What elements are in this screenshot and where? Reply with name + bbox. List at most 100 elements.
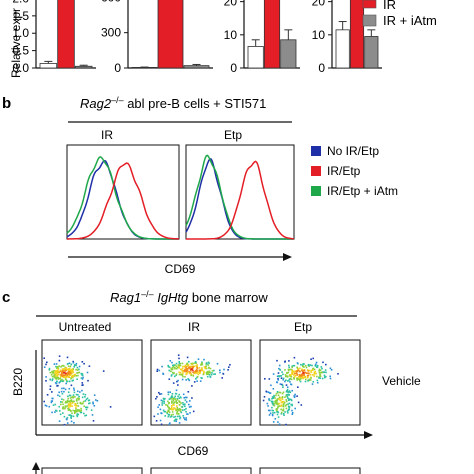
flow-event bbox=[73, 374, 76, 376]
flow-event bbox=[168, 398, 171, 400]
flow-event bbox=[277, 405, 280, 408]
flow-event bbox=[170, 370, 172, 373]
flow-event bbox=[196, 370, 198, 372]
flow-event bbox=[188, 403, 190, 406]
bar bbox=[349, 0, 365, 69]
flow-event bbox=[294, 370, 297, 372]
flow-event bbox=[278, 398, 280, 400]
flow-event bbox=[280, 375, 283, 377]
flow-event bbox=[276, 391, 279, 393]
flow-event bbox=[172, 399, 175, 402]
flow-event bbox=[277, 394, 280, 396]
flow-event bbox=[310, 358, 312, 360]
flow-event bbox=[286, 376, 289, 378]
flow-event bbox=[282, 404, 285, 406]
flow-event bbox=[172, 398, 174, 400]
flow-event bbox=[172, 365, 175, 368]
flow-event bbox=[171, 396, 174, 398]
flow-event bbox=[75, 408, 77, 410]
flow-event bbox=[287, 412, 289, 414]
flow-event bbox=[65, 373, 67, 376]
flow-event bbox=[76, 402, 79, 404]
flow-event bbox=[50, 374, 53, 376]
flow-event bbox=[51, 411, 53, 414]
flow-event bbox=[86, 406, 89, 409]
panel-b-plot-title-etp: Etp bbox=[224, 128, 242, 142]
flow-event bbox=[109, 406, 112, 408]
flow-event bbox=[179, 364, 182, 367]
flow-event bbox=[322, 371, 325, 374]
flow-event bbox=[282, 377, 285, 380]
flow-event bbox=[81, 382, 84, 384]
flow-event bbox=[73, 400, 75, 403]
flow-event bbox=[297, 401, 300, 404]
panel-a-bars: 0.0 0.5 1.0 1.5 2.0 0 300 600 0 10 20 0 10 20 bbox=[12, 0, 382, 75]
flow-event bbox=[319, 374, 321, 376]
flow-event bbox=[178, 422, 181, 424]
flow-event bbox=[199, 380, 202, 382]
panel-b-title-rest: abl pre-B cells + STI571 bbox=[124, 96, 267, 111]
flow-event bbox=[285, 375, 287, 378]
flow-event bbox=[173, 416, 175, 418]
flow-event bbox=[48, 369, 51, 371]
flow-event bbox=[188, 372, 191, 375]
flow-event bbox=[177, 413, 180, 415]
flow-event bbox=[76, 366, 79, 369]
flow-event bbox=[286, 410, 289, 412]
flow-event bbox=[203, 366, 206, 368]
flow-event bbox=[184, 418, 186, 421]
flow-event bbox=[176, 418, 178, 421]
panel-b-title: Rag2–/– abl pre-B cells + STI571 bbox=[80, 95, 266, 111]
flow-event bbox=[271, 409, 273, 412]
flow-event bbox=[173, 372, 175, 374]
flow-event bbox=[53, 369, 55, 372]
flow-event bbox=[306, 369, 309, 371]
flow-event bbox=[179, 401, 181, 403]
flow-event bbox=[81, 389, 83, 392]
flow-event bbox=[68, 403, 70, 405]
flow-event bbox=[303, 372, 305, 374]
flow-event bbox=[288, 375, 291, 377]
flow-event bbox=[167, 393, 170, 396]
flow-event bbox=[190, 373, 192, 375]
flow-event bbox=[56, 370, 58, 373]
flow-event bbox=[301, 364, 304, 366]
flow-event bbox=[278, 364, 281, 367]
flow-event bbox=[190, 370, 192, 372]
flow-event bbox=[188, 370, 190, 373]
flow-event bbox=[285, 379, 287, 381]
flow-event bbox=[85, 406, 87, 409]
flow-event bbox=[45, 380, 47, 382]
flow-event bbox=[272, 421, 275, 423]
panel-b-title-gene: Rag2 bbox=[80, 96, 112, 111]
flow-event bbox=[272, 397, 274, 399]
flow-event bbox=[229, 364, 231, 366]
flow-event bbox=[59, 410, 61, 412]
flow-event bbox=[207, 361, 210, 364]
flow-event bbox=[177, 384, 179, 386]
flow-event bbox=[173, 420, 176, 422]
flow-event bbox=[272, 404, 275, 406]
flow-event bbox=[187, 413, 189, 415]
panel-c-title-gene2: IgHtg bbox=[154, 290, 189, 305]
flow-event bbox=[329, 367, 332, 370]
flow-event bbox=[192, 410, 195, 413]
flow-event bbox=[188, 379, 191, 382]
flow-event bbox=[77, 397, 80, 400]
flow-event bbox=[196, 367, 199, 370]
flow-event bbox=[293, 396, 296, 398]
flow-event bbox=[183, 365, 186, 368]
flow-event bbox=[159, 393, 161, 395]
flow-event bbox=[155, 397, 157, 400]
flow-event bbox=[168, 402, 170, 404]
panel-c-ylabel: B220 bbox=[11, 368, 25, 396]
flow-event bbox=[271, 403, 274, 405]
flow-event bbox=[69, 410, 72, 412]
flow-event bbox=[276, 398, 279, 400]
flow-event bbox=[285, 400, 288, 403]
legend-label-ir: IR bbox=[383, 0, 396, 12]
flow-event bbox=[68, 368, 70, 370]
flow-event bbox=[187, 365, 189, 367]
flow-event bbox=[189, 368, 192, 371]
flow-event bbox=[186, 371, 188, 374]
